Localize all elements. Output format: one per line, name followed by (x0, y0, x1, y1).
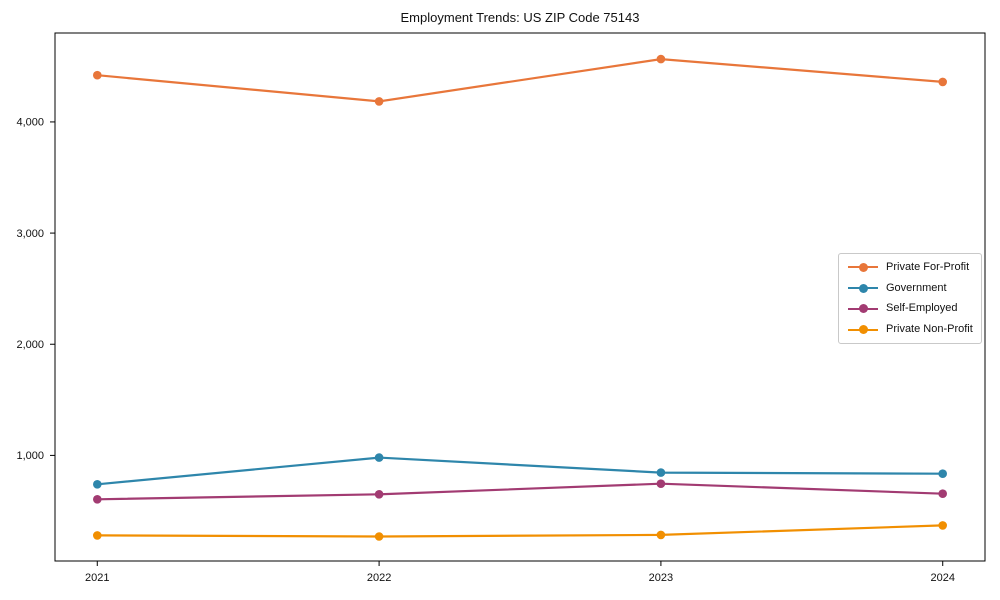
series-line-private-non-profit (96, 524, 944, 538)
data-point (374, 490, 384, 499)
data-point (938, 469, 947, 479)
y-tick-label: 1,000 (16, 450, 44, 462)
legend-label: Private For-Profit (886, 260, 970, 273)
data-point (938, 521, 947, 530)
x-tick-label: 2021 (85, 572, 109, 584)
legend-item-private-for-profit: Private For-Profit (848, 260, 973, 273)
y-tick-label: 4,000 (16, 117, 44, 129)
legend-item-private-non-profit: Private Non-Profit (848, 324, 973, 335)
data-point (656, 479, 666, 489)
data-point (93, 480, 102, 489)
data-point (656, 468, 666, 477)
series-line-self-employed (96, 482, 944, 501)
data-point (93, 495, 102, 504)
data-point (656, 530, 666, 540)
data-point (93, 70, 102, 80)
line-marker-swatch-icon (848, 304, 878, 314)
data-point (374, 453, 384, 462)
plot-border (54, 32, 986, 562)
series-line-private-for-profit (96, 57, 944, 103)
y-tick-label: 3,000 (16, 228, 44, 240)
series-line-government (96, 456, 944, 486)
y-tick-label: 2,000 (16, 339, 44, 351)
data-point (374, 532, 384, 541)
legend-item-government: Government (848, 281, 973, 294)
legend-label: Self-Employed (886, 302, 958, 315)
legend-label: Government (886, 281, 947, 294)
line-marker-swatch-icon (848, 325, 878, 335)
x-tick-label: 2024 (930, 572, 954, 584)
data-point (938, 489, 947, 499)
data-point (938, 77, 947, 87)
x-tick-label: 2023 (649, 572, 673, 584)
x-tick-label: 2022 (367, 572, 391, 584)
line-marker-swatch-icon (848, 283, 878, 293)
legend-label: Private Non-Profit (886, 323, 973, 336)
chart-title: Employment Trends: US ZIP Code 75143 (400, 10, 640, 25)
line-marker-swatch-icon (848, 262, 878, 272)
data-point (93, 531, 102, 540)
legend-item-self-employed: Self-Employed (848, 303, 973, 314)
data-point (656, 54, 666, 64)
data-point (374, 97, 384, 106)
legend: Private For-Profit Government Self-Emplo… (838, 253, 982, 344)
